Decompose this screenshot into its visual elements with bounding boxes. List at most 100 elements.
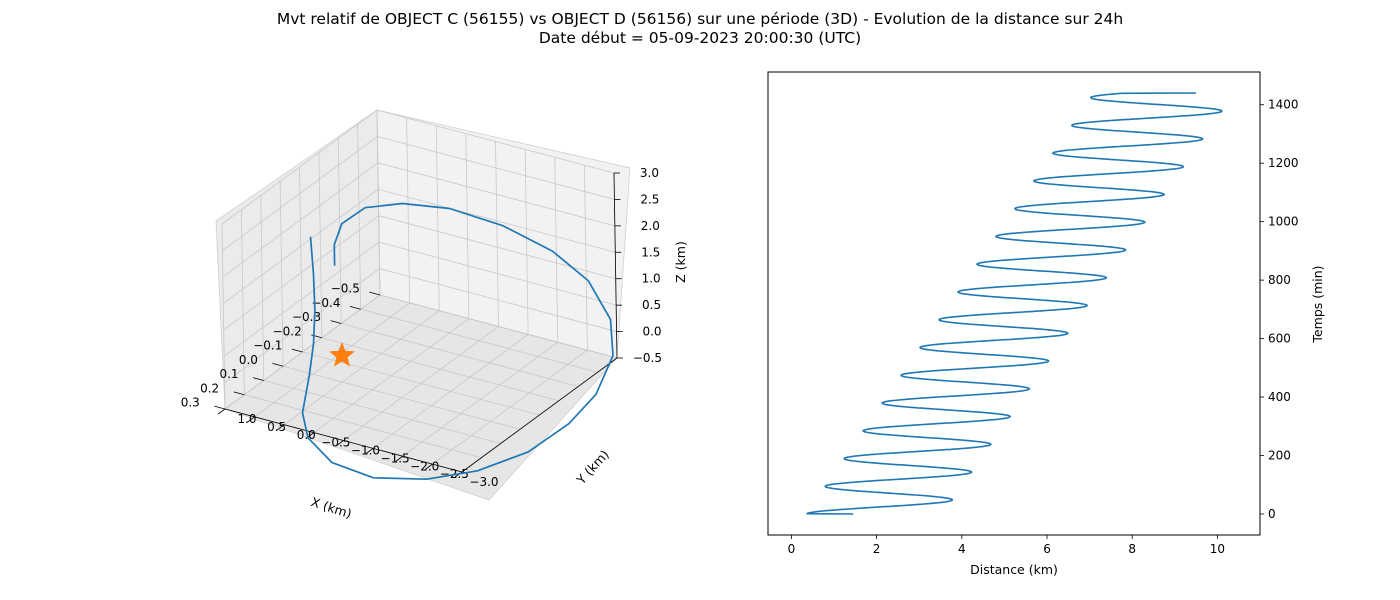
grid-line-x <box>318 152 323 338</box>
axes-3d: −0.5−0.4−0.3−0.2−0.10.00.10.20.3−3.0−2.5… <box>181 166 662 489</box>
trajectory-line <box>301 202 614 481</box>
distance-tick-label: 4 <box>958 542 966 556</box>
grid-line-y <box>284 310 440 426</box>
grid-3d <box>221 109 618 473</box>
z-axis-label: Z (km) <box>673 241 688 283</box>
y-tick-label: −0.5 <box>321 436 350 450</box>
y-tick <box>395 455 403 462</box>
grid-line-y <box>372 334 529 449</box>
grid-line-z <box>223 188 379 304</box>
time-tick-label: 200 <box>1268 448 1291 462</box>
x-tick-label: 0.1 <box>219 367 238 381</box>
y-tick <box>365 448 374 454</box>
distance-tick-label: 10 <box>1210 542 1225 556</box>
distance-curve <box>806 92 1223 515</box>
x-tick <box>330 320 342 324</box>
grid-line-y <box>313 318 470 433</box>
x-axis-label: X (km) <box>309 494 353 521</box>
grid-line-y <box>432 349 588 465</box>
y-tick <box>247 416 255 423</box>
z-tick-label: −0.5 <box>633 351 662 365</box>
y-tick-label: 1.0 <box>237 412 256 426</box>
z-tick-label: 0.5 <box>642 298 661 312</box>
grid-line-z <box>221 109 378 225</box>
grid-line-z <box>222 136 378 251</box>
x-tick-label: −0.1 <box>253 339 282 353</box>
y-tick-label: 0.5 <box>267 420 286 434</box>
z-tick-label: 1.5 <box>641 245 660 259</box>
grid-line-z <box>223 215 379 331</box>
grid-line-z <box>223 241 380 357</box>
grid-line-z <box>379 241 617 306</box>
grid-line-y <box>402 341 558 457</box>
y-tick-label: −3.0 <box>469 475 498 489</box>
distance-tick-label: 0 <box>788 542 796 556</box>
figure-title-line2: Date début = 05-09-2023 20:00:30 (UTC) <box>538 29 862 47</box>
x-axis-line <box>461 357 618 473</box>
x-tick <box>291 348 303 353</box>
grid-line-y <box>343 326 499 441</box>
figure-title-line1: Mvt relatif de OBJECT C (56155) vs OBJEC… <box>276 10 1124 28</box>
grid-line-z <box>379 268 617 332</box>
z-tick-label: 2.5 <box>640 192 659 206</box>
figure-title: Mvt relatif de OBJECT C (56155) vs OBJEC… <box>0 10 1400 48</box>
time-axis-label: Temps (min) <box>1310 265 1325 343</box>
grid-line-z <box>377 162 615 227</box>
x-tick-label: −0.3 <box>292 310 321 324</box>
grid-line-x <box>260 195 265 381</box>
y-tick <box>336 440 344 446</box>
z-tick-label: 0.0 <box>642 325 661 339</box>
time-tick-label: 0 <box>1268 507 1276 521</box>
y-tick-label: 0.0 <box>297 428 316 442</box>
distance-tick-label: 6 <box>1043 542 1051 556</box>
grid-line-z <box>376 109 615 174</box>
grid-line-y <box>554 157 559 343</box>
grid-line-y <box>406 117 411 303</box>
time-tick-label: 800 <box>1268 273 1291 287</box>
grid-line-y <box>376 109 381 296</box>
grid-line-z <box>378 215 616 280</box>
grid-line-x <box>240 209 245 395</box>
distance-tick-label: 8 <box>1128 542 1136 556</box>
time-tick-label: 1000 <box>1268 215 1299 229</box>
time-tick-label: 1200 <box>1268 156 1299 170</box>
grid-line-y <box>435 125 440 311</box>
distance-tick-label: 2 <box>873 542 881 556</box>
grid-line-x <box>357 124 362 310</box>
z-tick-label: 3.0 <box>640 166 659 180</box>
z-tick-label: 1.0 <box>642 272 661 286</box>
grid-line-y <box>524 149 529 335</box>
x-tick <box>369 291 381 296</box>
x-tick <box>214 405 226 410</box>
y-tick-label: −1.0 <box>351 444 380 458</box>
grid-line-z <box>378 188 616 253</box>
trajectory-3d <box>301 202 614 481</box>
z-axis-line <box>613 172 618 359</box>
y-tick-label: −1.5 <box>381 451 410 465</box>
grid-line-z <box>379 294 618 359</box>
y-tick <box>217 408 226 415</box>
time-tick-label: 1400 <box>1268 98 1299 112</box>
y-axis-label: Y (km) <box>573 447 612 488</box>
grid-line-x <box>279 181 284 367</box>
time-tick-label: 600 <box>1268 332 1291 346</box>
grid-line-y <box>254 302 410 418</box>
plot-2d-frame <box>767 71 1261 536</box>
grid-line-z <box>224 268 380 383</box>
plot-2d: 0 2 4 6 8 10 0 200 400 600 800 1000 1200 1400 Distanc… <box>767 71 1325 577</box>
x-tick <box>252 377 264 381</box>
x-tick-label: −0.4 <box>311 296 340 310</box>
grid-line-x <box>299 166 303 353</box>
grid-line-z <box>377 136 615 200</box>
x-tick <box>349 306 361 310</box>
z-tick-label: 2.0 <box>641 219 660 233</box>
grid-line-y <box>465 133 470 319</box>
origin-star-marker <box>328 341 355 367</box>
time-tick-label: 400 <box>1268 390 1291 404</box>
x-tick <box>311 334 322 339</box>
x-tick <box>233 391 245 396</box>
x-tick-label: −0.2 <box>273 324 302 338</box>
y-tick <box>277 424 285 431</box>
y-tick <box>425 463 433 470</box>
